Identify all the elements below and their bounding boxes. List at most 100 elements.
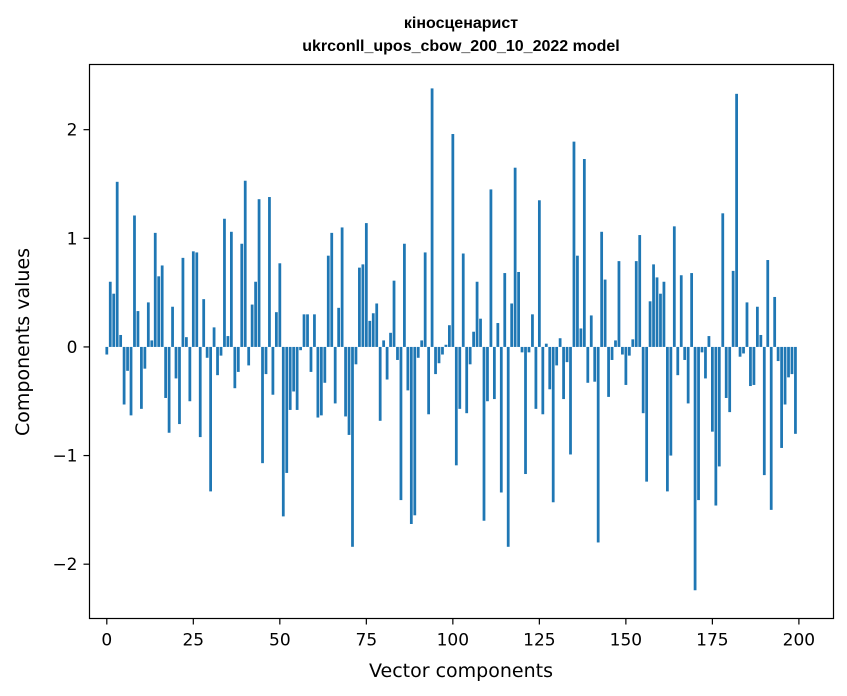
bar-24	[188, 346, 192, 402]
x-tick-label: 150	[610, 631, 642, 651]
bar-197	[787, 346, 790, 378]
bar-54	[292, 346, 296, 392]
bar-129	[551, 346, 555, 503]
bar-133	[565, 346, 569, 363]
y-tick-label: 2	[67, 121, 78, 141]
bar-186	[749, 346, 752, 387]
bar-185	[745, 302, 749, 347]
bar-139	[586, 346, 590, 383]
x-tick-label: 100	[437, 631, 469, 651]
bar-198	[790, 346, 794, 375]
bar-7	[129, 346, 133, 416]
bar-57	[302, 314, 306, 347]
bar-25	[191, 251, 195, 347]
bar-155	[641, 346, 645, 414]
bar-36	[229, 231, 233, 347]
bar-4	[119, 334, 123, 347]
bar-70	[347, 346, 351, 435]
bar-31	[212, 327, 216, 347]
chart-subtitle: ukrconll_upos_cbow_200_10_2022 model	[302, 38, 619, 55]
y-axis-label: Components values	[12, 248, 34, 436]
bar-193	[773, 296, 777, 347]
bar-120	[520, 346, 524, 353]
bar-59	[309, 346, 313, 372]
bar-177	[717, 346, 721, 467]
bar-78	[375, 303, 379, 347]
bar-148	[617, 261, 621, 347]
bar-21	[178, 346, 181, 425]
bar-44	[257, 199, 261, 347]
bar-81	[385, 346, 389, 380]
bar-171	[697, 346, 700, 501]
bar-105	[468, 346, 472, 365]
x-tick-label: 175	[696, 631, 728, 651]
bar-126	[541, 346, 545, 415]
bar-92	[423, 252, 427, 347]
bar-167	[683, 346, 687, 360]
bar-150	[624, 346, 628, 385]
bar-118	[513, 167, 517, 347]
chart-title: кіносценарист	[404, 15, 518, 32]
bar-117	[510, 303, 514, 347]
bar-33	[219, 346, 223, 356]
bar-53	[288, 346, 292, 410]
bar-32	[216, 346, 219, 376]
bar-180	[728, 346, 732, 413]
bar-119	[517, 271, 520, 347]
bar-76	[368, 320, 372, 347]
bar-63	[323, 346, 327, 383]
axis-ticks: 0 25 50 75 100 125 150 175 200 −2 −1 0 1 2	[52, 121, 815, 651]
bar-137	[579, 328, 583, 347]
bar-107	[475, 281, 479, 347]
bar-42	[250, 304, 254, 347]
bar-47	[268, 197, 271, 347]
bar-65	[330, 232, 334, 347]
bar-73	[358, 267, 361, 347]
bar-11	[143, 346, 147, 369]
bar-72	[354, 346, 358, 365]
bar-182	[735, 93, 738, 347]
bar-35	[226, 336, 230, 347]
bar-62	[319, 346, 323, 416]
bar-68	[340, 227, 344, 347]
bar-14	[153, 232, 157, 347]
bar-143	[600, 231, 604, 347]
bar-110	[486, 346, 489, 402]
y-tick-label: 0	[67, 338, 78, 358]
bar-82	[389, 332, 392, 347]
bar-46	[264, 346, 268, 375]
bar-27	[198, 346, 202, 438]
bar-45	[261, 346, 264, 464]
bar-161	[662, 281, 666, 347]
bar-196	[783, 346, 787, 405]
bar-12	[146, 302, 150, 347]
bar-112	[492, 346, 496, 400]
bar-37	[233, 346, 237, 389]
bar-91	[420, 340, 424, 347]
bar-164	[672, 226, 676, 347]
bar-106	[472, 331, 475, 347]
bar-147	[614, 340, 617, 347]
bar-151	[627, 346, 631, 356]
bar-28	[202, 299, 206, 347]
bar-184	[742, 346, 745, 354]
bar-132	[562, 346, 565, 400]
bar-157	[648, 301, 652, 347]
bar-86	[403, 243, 406, 347]
bar-23	[185, 337, 188, 347]
bar-40	[243, 180, 247, 347]
bar-160	[659, 293, 662, 347]
bar-165	[676, 346, 680, 376]
y-tick-label: 1	[67, 229, 78, 249]
bar-19	[171, 306, 174, 347]
bar-94	[430, 88, 434, 347]
bar-29	[205, 346, 209, 358]
bar-175	[711, 346, 714, 432]
bar-99	[448, 325, 451, 347]
bar-142	[596, 346, 600, 543]
bar-84	[396, 346, 399, 360]
bar-series	[105, 88, 797, 591]
x-tick-label: 50	[269, 631, 291, 651]
bar-20	[174, 346, 178, 379]
